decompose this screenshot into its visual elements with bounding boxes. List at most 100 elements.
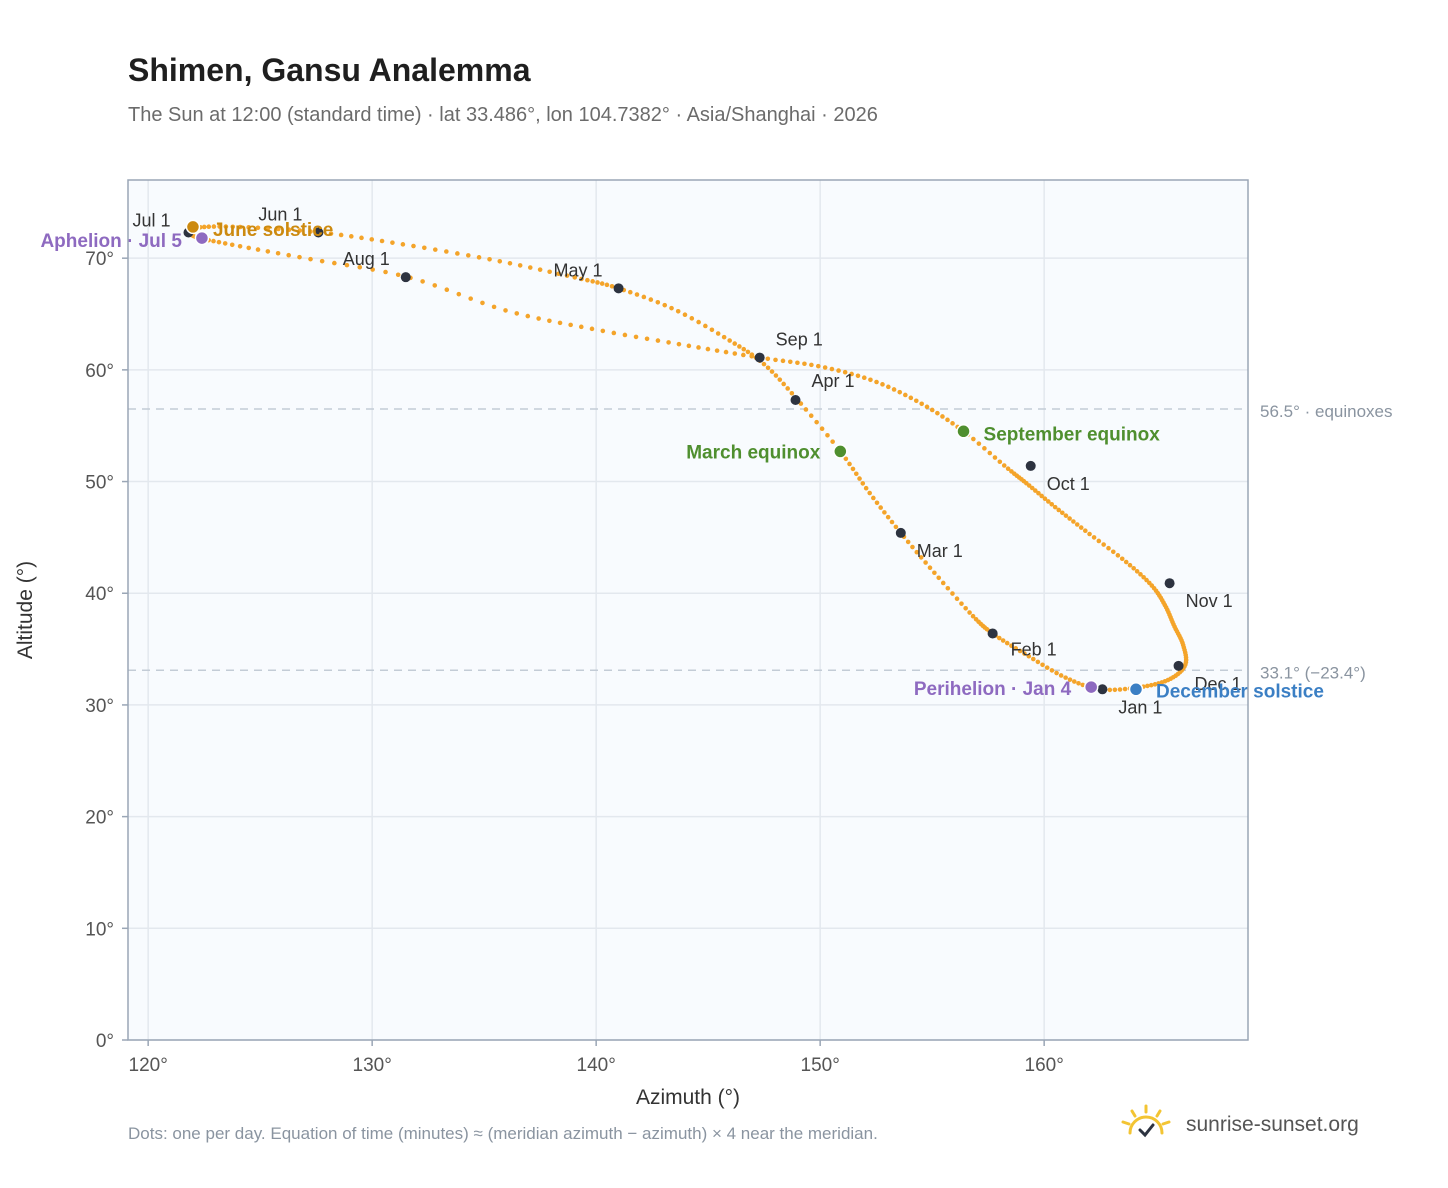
x-axis-label: Azimuth (°) bbox=[636, 1086, 740, 1109]
daily-sun-dot bbox=[1040, 662, 1045, 668]
daily-sun-dot bbox=[696, 345, 701, 350]
daily-sun-dot bbox=[908, 395, 914, 401]
brand-logo[interactable]: sunrise-sunset.org bbox=[1120, 1100, 1359, 1150]
daily-sun-dot bbox=[1122, 686, 1128, 692]
daily-sun-dot bbox=[696, 319, 701, 325]
daily-sun-dot bbox=[1049, 501, 1055, 507]
daily-sun-dot bbox=[370, 267, 375, 272]
daily-sun-dot bbox=[369, 237, 375, 242]
daily-sun-dot bbox=[842, 369, 848, 375]
daily-sun-dot bbox=[940, 580, 946, 586]
daily-sun-dot bbox=[795, 360, 800, 366]
daily-sun-dot bbox=[682, 312, 688, 318]
daily-sun-dot bbox=[815, 363, 821, 369]
daily-sun-dot bbox=[1144, 577, 1149, 583]
reference-line-label: 56.5° · equinoxes bbox=[1260, 402, 1393, 421]
daily-sun-dot bbox=[871, 495, 876, 501]
daily-sun-dot bbox=[1078, 525, 1084, 530]
daily-sun-dot bbox=[487, 257, 492, 262]
daily-sun-dot bbox=[1115, 553, 1121, 558]
y-tick-label: 10° bbox=[85, 919, 114, 940]
daily-sun-dot bbox=[1017, 648, 1023, 654]
daily-sun-dot bbox=[992, 455, 998, 460]
event-marker-dot bbox=[1083, 679, 1099, 695]
daily-sun-dot bbox=[1058, 673, 1064, 678]
daily-sun-dot bbox=[803, 407, 809, 412]
event-marker-label: December solstice bbox=[1156, 681, 1324, 702]
daily-sun-dot bbox=[741, 346, 747, 352]
daily-sun-dot bbox=[491, 304, 497, 310]
month-marker-label: Mar 1 bbox=[917, 541, 963, 561]
daily-sun-dot bbox=[773, 373, 779, 378]
plot-background bbox=[128, 180, 1248, 1040]
month-marker-label: Sep 1 bbox=[776, 330, 823, 350]
daily-sun-dot bbox=[814, 419, 819, 425]
daily-sun-dot bbox=[537, 267, 543, 272]
daily-sun-dot bbox=[741, 352, 746, 358]
daily-sun-dot bbox=[1060, 510, 1065, 516]
daily-sun-dot bbox=[689, 316, 695, 321]
daily-sun-dot bbox=[422, 245, 427, 251]
daily-sun-dot bbox=[265, 226, 271, 231]
daily-sun-dot bbox=[246, 225, 251, 230]
daily-sun-dot bbox=[557, 320, 563, 326]
daily-sun-dot bbox=[390, 240, 395, 245]
daily-sun-dot bbox=[666, 340, 671, 345]
daily-sun-dot bbox=[568, 322, 573, 328]
daily-sun-dot bbox=[853, 471, 859, 477]
daily-sun-dot bbox=[634, 292, 640, 297]
daily-sun-dot bbox=[1067, 677, 1073, 682]
daily-sun-dot bbox=[1000, 638, 1006, 643]
daily-sun-dot bbox=[276, 226, 281, 232]
daily-sun-dot bbox=[1056, 507, 1062, 513]
month-marker-dot bbox=[1173, 660, 1184, 671]
daily-sun-dot bbox=[590, 279, 595, 284]
daily-sun-dot bbox=[1083, 528, 1088, 534]
daily-sun-dot bbox=[275, 250, 281, 256]
daily-sun-dot bbox=[849, 371, 854, 377]
daily-sun-dot bbox=[676, 341, 682, 347]
month-marker-label: Aug 1 bbox=[343, 249, 390, 269]
month-marker-dot bbox=[987, 628, 998, 639]
daily-sun-dot bbox=[867, 490, 872, 496]
daily-sun-dot bbox=[860, 481, 866, 486]
daily-sun-dot bbox=[308, 256, 313, 262]
daily-sun-dot bbox=[1063, 513, 1069, 518]
daily-sun-dot bbox=[1123, 559, 1129, 565]
daily-sun-dot bbox=[967, 610, 972, 615]
daily-sun-dot bbox=[836, 368, 841, 373]
y-tick-label: 40° bbox=[85, 584, 114, 605]
x-tick-label: 160° bbox=[1025, 1055, 1064, 1076]
daily-sun-dot bbox=[1054, 670, 1059, 676]
chart-subtitle: The Sun at 12:00 (standard time) · lat 3… bbox=[128, 104, 878, 126]
daily-sun-dot bbox=[880, 382, 885, 387]
daily-sun-dot bbox=[595, 280, 600, 285]
daily-sun-dot bbox=[1035, 659, 1041, 665]
daily-sun-dot bbox=[1042, 496, 1048, 501]
daily-sun-dot bbox=[874, 500, 880, 506]
daily-sun-dot bbox=[714, 348, 720, 353]
daily-sun-dot bbox=[297, 254, 302, 260]
daily-sun-dot bbox=[1112, 687, 1118, 693]
month-marker-dot bbox=[1097, 684, 1108, 695]
daily-sun-dot bbox=[222, 241, 228, 246]
daily-sun-dot bbox=[1141, 574, 1146, 580]
daily-sun-dot bbox=[982, 446, 987, 451]
daily-sun-dot bbox=[893, 524, 899, 530]
daily-sun-dot bbox=[777, 377, 783, 382]
daily-sun-dot bbox=[787, 359, 793, 365]
event-marker-label: June solstice bbox=[213, 220, 333, 241]
event-marker-dot bbox=[185, 219, 201, 235]
daily-sun-dot bbox=[1127, 562, 1133, 568]
daily-sun-dot bbox=[950, 421, 955, 426]
plot-frame bbox=[127, 179, 1249, 1041]
daily-sun-dot bbox=[201, 224, 207, 230]
month-marker-label: Feb 1 bbox=[1011, 639, 1057, 659]
daily-sun-dot bbox=[732, 351, 738, 356]
daily-sun-dot bbox=[655, 300, 661, 305]
daily-sun-dot bbox=[1031, 656, 1036, 662]
daily-sun-dot bbox=[903, 392, 908, 398]
daily-sun-dot bbox=[825, 432, 830, 438]
event-marker-label: Aphelion · Jul 5 bbox=[40, 231, 182, 252]
daily-sun-dot bbox=[517, 263, 523, 268]
